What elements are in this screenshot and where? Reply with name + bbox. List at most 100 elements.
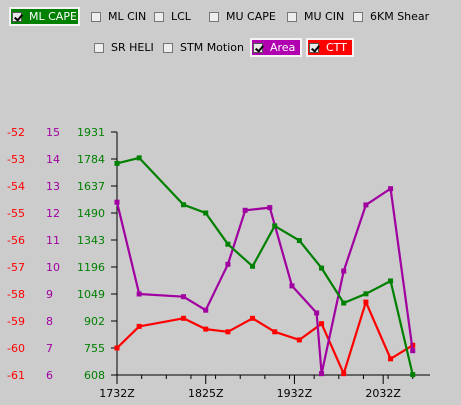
- toggle-mu-cape[interactable]: MU CAPE: [206, 7, 282, 26]
- data-point-ctt: [319, 321, 325, 327]
- data-point-ml-cape: [296, 238, 302, 244]
- series-line-ml-cape: [116, 156, 414, 375]
- data-point-area: [289, 283, 295, 289]
- y-tick-ml-cape: 1049: [77, 288, 105, 301]
- y-tick-ml-cape: 1196: [77, 261, 105, 274]
- data-point-ml-cape: [203, 210, 209, 216]
- toggle-label: MU CAPE: [226, 10, 276, 23]
- y-tick-ctt: -61: [7, 369, 25, 382]
- data-point-ctt: [114, 345, 120, 351]
- data-point-ml-cape: [319, 265, 325, 271]
- toggle-label: ML CAPE: [29, 10, 77, 23]
- checkbox-unchecked[interactable]: [154, 11, 164, 22]
- data-point-area: [319, 371, 325, 377]
- data-point-area: [242, 207, 248, 213]
- data-point-ctt: [341, 371, 347, 377]
- data-point-area: [388, 186, 394, 192]
- checkbox-checked[interactable]: [12, 11, 22, 22]
- y-tick-ml-cape: 755: [84, 342, 105, 355]
- y-tick-area: 12: [46, 207, 60, 220]
- toggle-lcl[interactable]: LCL: [151, 7, 201, 26]
- y-tick-area: 14: [46, 153, 60, 166]
- y-tick-area: 9: [46, 288, 53, 301]
- toggle-label: STM Motion: [180, 41, 244, 54]
- y-tick-ml-cape: 1784: [77, 153, 105, 166]
- checkbox-unchecked[interactable]: [209, 11, 219, 22]
- checkbox-checked[interactable]: [309, 42, 319, 53]
- y-tick-area: 8: [46, 315, 53, 328]
- y-tick-ctt: -54: [7, 180, 25, 193]
- y-tick-ctt: -59: [7, 315, 25, 328]
- toggle-6km-shear[interactable]: 6KM Shear: [350, 7, 431, 26]
- x-tick-label: 1732Z: [99, 387, 135, 400]
- data-point-ml-cape: [181, 202, 187, 208]
- data-point-ml-cape: [114, 160, 120, 166]
- toggle-mu-cin[interactable]: MU CIN: [284, 7, 347, 26]
- data-point-ml-cape: [250, 263, 256, 269]
- checkbox-unchecked[interactable]: [94, 42, 104, 53]
- y-tick-area: 10: [46, 261, 60, 274]
- data-point-area: [267, 205, 273, 211]
- data-point-ml-cape: [410, 372, 416, 378]
- data-point-area: [114, 199, 120, 205]
- y-tick-area: 11: [46, 234, 60, 247]
- y-tick-ml-cape: 1931: [77, 126, 105, 139]
- toggle-label: 6KM Shear: [370, 10, 430, 23]
- toggle-ctt[interactable]: CTT: [306, 38, 354, 57]
- y-tick-ctt: -53: [7, 153, 25, 166]
- data-point-ml-cape: [341, 300, 347, 306]
- data-point-ctt: [250, 315, 256, 321]
- data-point-ctt: [136, 323, 142, 329]
- x-tick-label: 2032Z: [365, 387, 401, 400]
- toggle-label: ML CIN: [108, 10, 147, 23]
- checkbox-unchecked[interactable]: [91, 11, 101, 22]
- y-tick-ml-cape: 608: [84, 369, 105, 382]
- data-point-ctt: [388, 356, 394, 362]
- data-point-ctt: [296, 337, 302, 343]
- toggle-label: MU CIN: [304, 10, 345, 23]
- y-tick-ctt: -57: [7, 261, 25, 274]
- checkbox-unchecked[interactable]: [287, 11, 297, 22]
- toggle-sr-heli[interactable]: SR HELI: [91, 38, 154, 57]
- toggle-label: LCL: [171, 10, 191, 23]
- toggle-label: Area: [270, 41, 296, 54]
- y-tick-ml-cape: 1637: [77, 180, 105, 193]
- toggle-stm-motion[interactable]: STM Motion: [160, 38, 245, 57]
- data-point-ctt: [203, 326, 209, 332]
- y-tick-area: 6: [46, 369, 53, 382]
- data-point-area: [225, 261, 231, 267]
- data-point-area: [181, 294, 187, 300]
- data-point-ml-cape: [388, 278, 394, 284]
- checkbox-checked[interactable]: [253, 42, 263, 53]
- data-point-area: [136, 291, 142, 297]
- x-tick-label: 1825Z: [188, 387, 224, 400]
- y-tick-ml-cape: 1343: [77, 234, 105, 247]
- data-point-area: [341, 268, 347, 274]
- data-point-ctt: [181, 315, 187, 321]
- data-point-ctt: [225, 329, 231, 335]
- data-point-ctt: [272, 329, 278, 335]
- checkbox-unchecked[interactable]: [163, 42, 173, 53]
- series-line-ctt: [116, 301, 414, 375]
- data-point-ml-cape: [136, 155, 142, 161]
- toggle-ml-cin[interactable]: ML CIN: [88, 7, 160, 26]
- y-tick-ctt: -58: [7, 288, 25, 301]
- y-tick-ctt: -56: [7, 234, 25, 247]
- y-tick-ml-cape: 1490: [77, 207, 105, 220]
- y-tick-ctt: -52: [7, 126, 25, 139]
- toggle-area[interactable]: Area: [250, 38, 302, 57]
- toggle-label: SR HELI: [111, 41, 154, 54]
- data-point-ml-cape: [363, 291, 369, 297]
- series-line-area: [115, 187, 414, 375]
- checkbox-unchecked[interactable]: [353, 11, 363, 22]
- toggle-label: CTT: [326, 41, 347, 54]
- y-tick-ctt: -55: [7, 207, 25, 220]
- toggle-ml-cape[interactable]: ML CAPE: [9, 7, 80, 26]
- data-point-ctt: [363, 299, 369, 305]
- data-point-ml-cape: [225, 241, 231, 247]
- data-point-area: [410, 348, 416, 354]
- data-point-ml-cape: [272, 223, 278, 229]
- y-tick-area: 7: [46, 342, 53, 355]
- y-tick-area: 13: [46, 180, 60, 193]
